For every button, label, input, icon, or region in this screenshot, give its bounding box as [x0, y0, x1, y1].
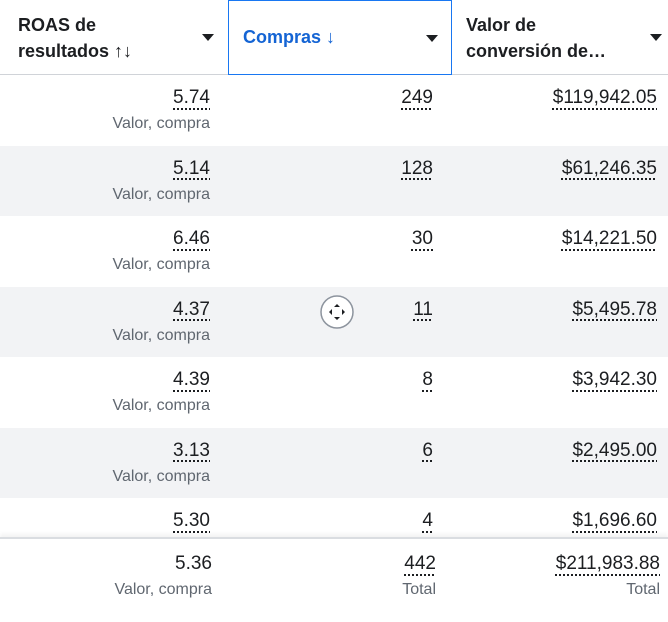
table-row: 5.74 Valor, compra 249 $119,942.05 [0, 75, 668, 146]
value[interactable]: 4 [422, 510, 433, 531]
value[interactable]: $1,696.60 [572, 510, 657, 531]
value[interactable]: 4.39 [173, 369, 210, 390]
sort-icon[interactable]: ↑↓ [114, 41, 133, 61]
header-label: ROAS de resultados ↑↓ [18, 12, 188, 64]
sort-icon[interactable]: ↓ [326, 27, 336, 47]
valor-cell: $2,495.00 [572, 440, 657, 462]
value[interactable]: 128 [401, 157, 433, 179]
roas-cell: 5.30Valor, compra [112, 510, 210, 537]
dropdown-arrow[interactable] [650, 34, 662, 41]
value[interactable]: $2,495.00 [572, 439, 657, 461]
compras-cell: 11 [413, 299, 433, 321]
value[interactable]: 8 [422, 369, 433, 390]
table-row: 5.30Valor, compra 4 $1,696.60 [0, 498, 668, 537]
sublabel: Valor, compra [112, 326, 210, 344]
compras-cell: 249 [401, 87, 433, 109]
value[interactable]: 6 [422, 439, 433, 461]
label: Compras [243, 27, 322, 47]
valor-cell: $119,942.05 [553, 87, 657, 109]
header-label: Valor de conversión de… [466, 15, 607, 61]
value[interactable]: 6.46 [173, 228, 210, 249]
value[interactable]: 3.13 [173, 439, 210, 461]
table-row: 6.46 Valor, compra 30 $14,221.50 [0, 216, 668, 287]
label: ROAS de resultados [18, 15, 110, 61]
sublabel: Valor, compra [112, 115, 210, 132]
value[interactable]: 442 [404, 553, 436, 574]
table-row: 3.13 Valor, compra 6 $2,495.00 [0, 427, 668, 498]
value[interactable]: 5.30 [173, 510, 210, 531]
footer-valor: $211,983.88 Total [556, 553, 660, 599]
header-roas[interactable]: ROAS de resultados ↑↓ [0, 0, 228, 75]
value[interactable]: $119,942.05 [552, 87, 657, 108]
roas-cell: 5.74 Valor, compra [112, 87, 210, 133]
header-label: Compras ↓ [243, 24, 413, 50]
sublabel: Valor, compra [114, 581, 212, 598]
valor-cell: $14,221.50 [562, 228, 657, 250]
table-footer: 5.36 Valor, compra 442 Total $211,983.88… [0, 537, 668, 612]
dropdown-arrow[interactable] [202, 34, 214, 41]
header-compras[interactable]: Compras ↓ [228, 0, 452, 75]
footer-compras: 442 Total [402, 553, 436, 599]
roas-cell: 3.13 Valor, compra [112, 440, 210, 486]
roas-cell: 4.37 Valor, compra [112, 299, 210, 345]
value[interactable]: $5,495.78 [572, 298, 657, 320]
value: 5.36 [175, 553, 212, 574]
value[interactable]: $211,983.88 [555, 553, 660, 574]
table-row: 5.14 Valor, compra 128 $61,246.35 [0, 145, 668, 216]
footer-roas: 5.36 Valor, compra [114, 553, 212, 599]
value[interactable]: 4.37 [173, 298, 210, 320]
valor-cell: $1,696.60 [572, 510, 657, 532]
value[interactable]: 249 [401, 87, 433, 108]
sublabel: Valor, compra [112, 185, 210, 203]
sublabel: Valor, compra [112, 397, 210, 414]
sublabel: Total [402, 581, 436, 598]
compras-cell: 30 [412, 228, 433, 250]
value[interactable]: $61,246.35 [561, 157, 657, 179]
valor-cell: $3,942.30 [572, 369, 657, 391]
sublabel: Total [626, 581, 660, 598]
roas-cell: 6.46 Valor, compra [112, 228, 210, 274]
value[interactable]: 30 [411, 228, 433, 249]
table-row: 4.39 Valor, compra 8 $3,942.30 [0, 357, 668, 428]
move-icon[interactable] [319, 294, 355, 330]
value[interactable]: 5.14 [173, 157, 210, 179]
value[interactable]: 5.74 [173, 87, 210, 108]
value[interactable]: 11 [413, 298, 433, 320]
dropdown-arrow[interactable] [426, 35, 438, 42]
sublabel: Valor, compra [112, 467, 210, 485]
compras-cell: 128 [401, 158, 433, 180]
roas-cell: 5.14 Valor, compra [112, 158, 210, 204]
compras-cell: 4 [422, 510, 433, 532]
header-valor[interactable]: Valor de conversión de… [452, 0, 668, 75]
valor-cell: $61,246.35 [562, 158, 657, 180]
compras-cell: 8 [422, 369, 433, 391]
roas-cell: 4.39 Valor, compra [112, 369, 210, 415]
sublabel: Valor, compra [112, 256, 210, 273]
value[interactable]: $3,942.30 [572, 369, 657, 390]
value[interactable]: $14,221.50 [561, 228, 657, 249]
valor-cell: $5,495.78 [572, 299, 657, 321]
compras-cell: 6 [422, 440, 433, 462]
